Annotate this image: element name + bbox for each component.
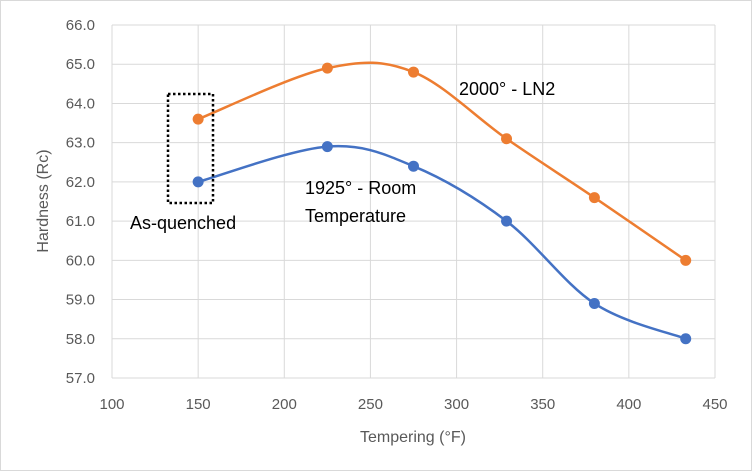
y-tick-label: 65.0	[66, 56, 95, 73]
x-tick-label: 100	[99, 396, 124, 413]
data-points	[192, 62, 692, 345]
y-tick-label: 59.0	[66, 292, 95, 309]
x-tick-label: 250	[358, 396, 383, 413]
y-tick-label: 57.0	[66, 370, 95, 387]
annotation-room-line2: Temperature	[305, 206, 406, 226]
data-point	[408, 160, 419, 172]
data-point	[192, 113, 204, 125]
x-tick-label: 150	[186, 396, 211, 413]
x-tick-label: 200	[272, 396, 297, 413]
annotation-room-line1: 1925° - Room	[305, 178, 416, 198]
data-point	[321, 141, 333, 153]
series-line-1	[197, 144, 687, 340]
data-point	[501, 215, 513, 227]
x-tick-label: 400	[616, 396, 641, 413]
x-tick-label: 300	[444, 396, 469, 413]
data-point	[408, 66, 419, 78]
y-tick-label: 64.0	[66, 95, 95, 112]
data-point	[680, 254, 692, 266]
y-tick-label: 58.0	[66, 331, 95, 348]
tick-labels: 100 150 200 250 300 350 400 450 57.0 58.0 59.0 60.0…	[66, 17, 728, 413]
y-tick-label: 60.0	[66, 252, 95, 269]
y-axis-title: Hardness (Rc)	[35, 149, 52, 252]
series-lines	[197, 61, 687, 340]
annotation-ln2: 2000° - LN2	[459, 79, 555, 99]
data-point	[680, 333, 692, 345]
data-point	[501, 133, 513, 145]
data-point	[321, 62, 333, 74]
as-quenched-box	[166, 92, 215, 205]
gridlines	[111, 24, 716, 379]
y-tick-label: 61.0	[66, 213, 95, 230]
x-tick-label: 350	[530, 396, 555, 413]
y-tick-label: 66.0	[66, 17, 95, 34]
y-tick-label: 63.0	[66, 135, 95, 152]
data-point	[192, 176, 204, 188]
series-line-0	[197, 61, 687, 262]
x-axis-title: Tempering (°F)	[360, 429, 466, 446]
data-point	[588, 297, 600, 309]
data-point	[588, 192, 600, 204]
annotation-as-quenched: As-quenched	[130, 213, 236, 233]
y-tick-label: 62.0	[66, 174, 95, 191]
x-tick-label: 450	[702, 396, 727, 413]
